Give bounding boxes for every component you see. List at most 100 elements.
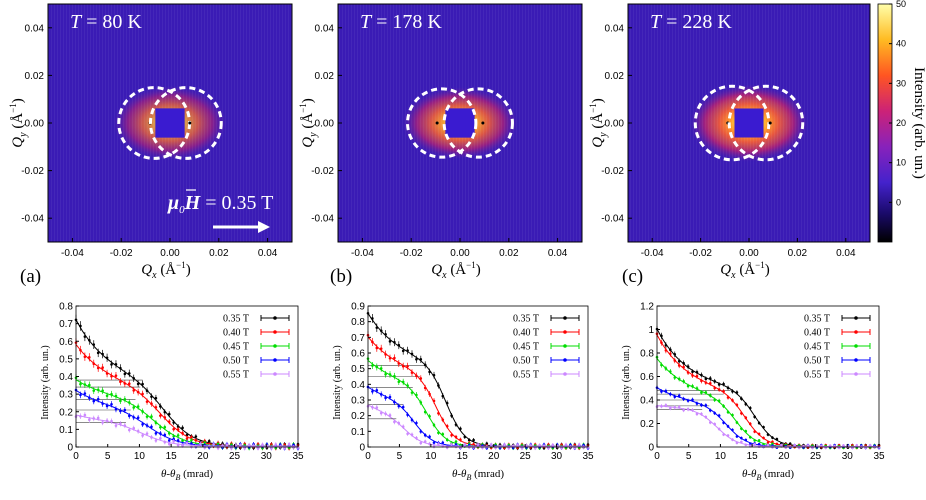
x-axis-label: Qx (Å−1) xyxy=(720,260,769,281)
data-point xyxy=(459,438,462,442)
legend-label: 0.45 T xyxy=(804,342,830,353)
data-point xyxy=(123,408,127,412)
data-point xyxy=(463,435,467,439)
y-axis-label: Intensity (arb. un.) xyxy=(621,345,632,419)
legend-label: 0.50 T xyxy=(513,356,539,367)
data-point xyxy=(132,416,136,419)
y-tick-label: 0.02 xyxy=(315,71,335,82)
data-point xyxy=(150,415,153,418)
data-point xyxy=(127,401,131,404)
data-point xyxy=(713,411,717,415)
data-point xyxy=(740,436,743,440)
data-point xyxy=(529,444,533,447)
y-tick-label: 0.4 xyxy=(59,372,73,383)
data-point xyxy=(388,395,392,399)
data-point xyxy=(793,444,796,447)
data-point xyxy=(533,446,537,450)
y-tick-label: 0.6 xyxy=(351,349,365,360)
x-tick-label: 15 xyxy=(457,451,469,462)
data-point xyxy=(83,413,87,417)
data-point xyxy=(110,419,113,423)
data-point xyxy=(207,439,211,443)
x-tick-label: 20 xyxy=(488,451,500,462)
data-point xyxy=(735,421,739,424)
data-point xyxy=(379,329,383,332)
scattering-ring xyxy=(442,87,514,159)
colorbar-tick-label: 0 xyxy=(896,197,901,207)
data-point xyxy=(432,441,436,444)
data-point xyxy=(397,404,401,408)
data-point xyxy=(717,399,721,403)
data-point xyxy=(393,356,396,360)
y-tick-label: 1 xyxy=(648,325,654,336)
legend-label: 0.50 T xyxy=(804,356,830,367)
data-point xyxy=(669,406,672,410)
data-point xyxy=(788,445,792,448)
data-point xyxy=(145,415,149,418)
data-point xyxy=(105,419,109,422)
data-point xyxy=(114,374,118,377)
data-point xyxy=(172,440,175,443)
data-point xyxy=(375,389,379,392)
data-point xyxy=(740,411,743,415)
data-point xyxy=(274,443,278,446)
data-point xyxy=(371,317,374,320)
data-point xyxy=(114,362,118,366)
data-point xyxy=(101,352,104,356)
data-point xyxy=(199,442,202,446)
data-point xyxy=(256,447,260,450)
data-point xyxy=(771,440,774,444)
data-point xyxy=(686,399,690,402)
ring-center-dot xyxy=(768,121,772,125)
data-point xyxy=(88,356,91,359)
data-point xyxy=(415,374,418,378)
data-point xyxy=(441,444,445,448)
data-point xyxy=(788,442,792,445)
x-tick-label: 35 xyxy=(292,451,304,462)
x-tick-label: 0.00 xyxy=(450,248,470,259)
data-point xyxy=(176,439,180,442)
x-tick-label: -0.04 xyxy=(641,248,664,259)
data-point xyxy=(682,379,685,383)
data-point xyxy=(753,439,756,442)
legend-label: 0.55 T xyxy=(223,370,249,381)
series-fit-055T xyxy=(656,405,879,447)
data-point xyxy=(101,402,104,405)
data-point xyxy=(682,365,685,369)
data-point xyxy=(757,432,761,436)
data-point xyxy=(410,433,414,436)
data-point xyxy=(735,441,739,445)
data-point xyxy=(154,439,158,442)
data-point xyxy=(691,374,694,377)
colorbar-tick-label: 20 xyxy=(896,118,906,128)
data-point xyxy=(757,442,761,446)
data-point xyxy=(401,405,405,409)
data-point xyxy=(410,391,414,394)
data-point xyxy=(660,404,663,408)
data-point xyxy=(691,398,694,402)
data-point xyxy=(507,446,511,450)
data-point xyxy=(722,390,725,393)
data-point xyxy=(397,362,401,365)
data-point xyxy=(79,324,82,328)
data-point xyxy=(445,438,449,442)
x-tick-label: 0.04 xyxy=(258,248,278,259)
data-point xyxy=(695,370,699,374)
scattering-ring xyxy=(406,87,478,159)
legend-marker xyxy=(854,372,858,376)
data-point xyxy=(722,421,725,425)
data-point xyxy=(172,434,175,438)
data-point xyxy=(375,406,379,409)
data-point xyxy=(419,377,423,380)
data-point xyxy=(163,425,167,429)
beamstop xyxy=(734,108,764,138)
data-point xyxy=(136,429,140,433)
line-panel-3: 0 5 10 15 20 25 30 35 0 0.2 0.4 0.6 0.8 1 1.2 θ-θB (mra… xyxy=(621,302,885,483)
legend-marker xyxy=(273,344,277,348)
data-point xyxy=(123,424,127,427)
data-point xyxy=(459,446,462,449)
data-point xyxy=(437,384,440,387)
data-point xyxy=(101,389,104,393)
data-point xyxy=(83,383,87,386)
data-point xyxy=(181,444,184,447)
